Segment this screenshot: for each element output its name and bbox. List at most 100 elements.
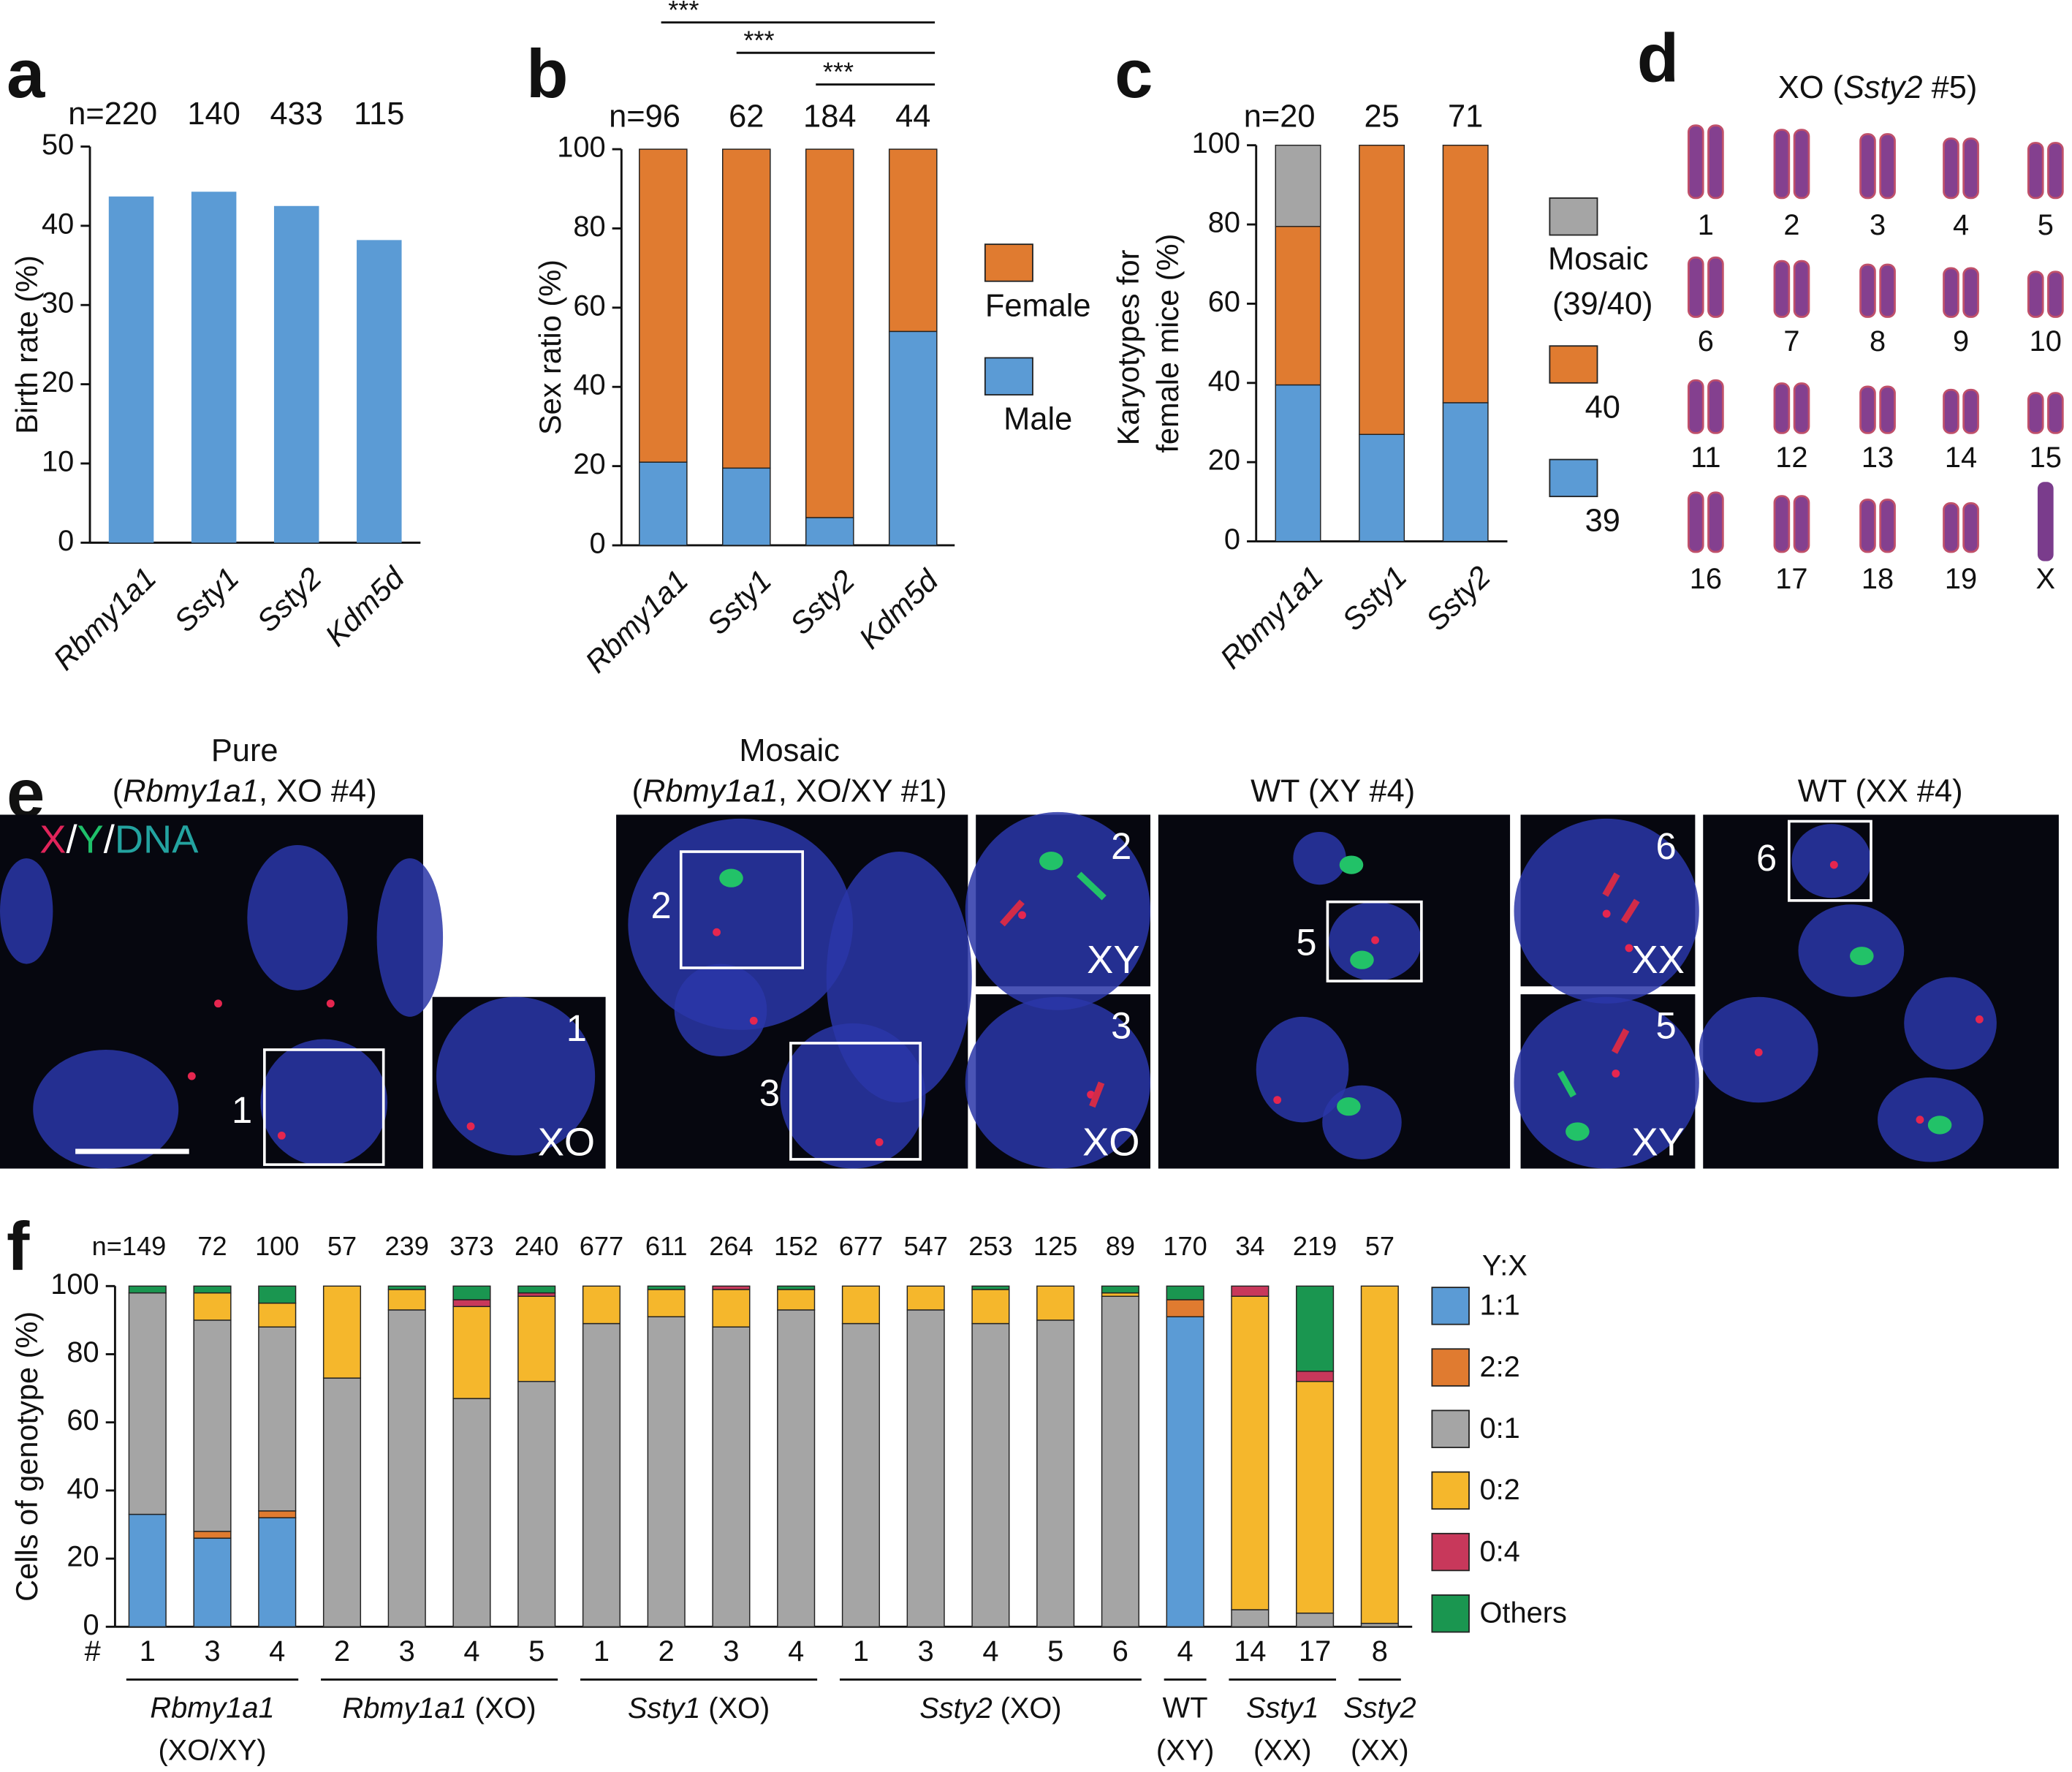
- chromosome-label: 18: [1862, 563, 1894, 595]
- group-gene: Ssty1: [1246, 1692, 1319, 1724]
- box-number: 1: [232, 1089, 252, 1131]
- image-subtitle-part: WT (XX #4): [1798, 774, 1963, 809]
- bar-segment: [258, 1302, 297, 1328]
- bar-segment: [1231, 1285, 1270, 1297]
- group-gene: Ssty2: [919, 1692, 993, 1724]
- arrow: [1612, 1028, 1630, 1054]
- bar-segment: [777, 1289, 816, 1311]
- nucleus: [780, 1023, 926, 1169]
- x-tick-label: 4: [1177, 1635, 1194, 1667]
- legend-label: 2:2: [1479, 1351, 1519, 1383]
- legend-label: Female: [985, 288, 1091, 323]
- y-axis-label: Sex ratio (%): [533, 260, 567, 435]
- nucleus: [33, 1049, 179, 1169]
- chromosome: [1962, 267, 1979, 318]
- x-signal: [187, 1072, 196, 1080]
- group-gene: Rbmy1a1: [343, 1692, 467, 1724]
- n-value: 677: [839, 1230, 883, 1260]
- y-tick-label: 40: [42, 208, 74, 240]
- nucleus: [1514, 996, 1699, 1169]
- inset-number: 5: [1655, 1004, 1676, 1046]
- legend-swatch: [1431, 1287, 1470, 1325]
- y-signal: [719, 868, 743, 887]
- y-tick-label: 0: [58, 525, 74, 557]
- bar-segment: [1166, 1285, 1204, 1300]
- group-genotype: (XX): [1253, 1734, 1312, 1766]
- chromosome: [1962, 137, 1979, 200]
- channel-legend: X/Y/DNA: [39, 818, 199, 862]
- bar-segment: [721, 148, 771, 469]
- legend-label: 0:1: [1479, 1412, 1519, 1445]
- y-signal: [1350, 950, 1374, 969]
- inset-box: [263, 1048, 385, 1166]
- y-tick-label: 50: [42, 129, 74, 161]
- y-tick-label: 0: [589, 528, 605, 560]
- y-tick-label: 80: [1208, 207, 1240, 239]
- n-label: n=96: [609, 99, 680, 135]
- n-value: 89: [1106, 1230, 1135, 1260]
- bar-segment: [193, 1537, 232, 1628]
- n-label: 57: [1365, 1230, 1394, 1260]
- x-tick-label: 2: [659, 1635, 675, 1667]
- n-prefix: n=: [92, 1230, 122, 1260]
- x-tick-label: Kdm5d: [852, 562, 946, 656]
- y-signal: [1927, 1116, 1952, 1135]
- n-label: 71: [1448, 99, 1483, 135]
- bar-segment: [258, 1510, 297, 1518]
- n-label: 547: [903, 1230, 947, 1260]
- inset-box: [1788, 819, 1872, 902]
- inset-genotype: XY: [1087, 938, 1139, 982]
- bar-segment: [128, 1513, 167, 1628]
- chromosome: [2047, 392, 2064, 434]
- chromosome: [1687, 491, 1704, 553]
- arrow: [1602, 872, 1620, 897]
- panel-letter: d: [1637, 20, 1679, 96]
- legend-label: 0:4: [1479, 1535, 1519, 1567]
- bar-segment: [971, 1322, 1010, 1628]
- group-gene: Rbmy1a1: [150, 1692, 274, 1724]
- nucleus: [1256, 1016, 1349, 1123]
- panel-letter: f: [7, 1208, 30, 1284]
- x-tick-label: 1: [853, 1635, 869, 1667]
- legend-swatch: [1431, 1409, 1470, 1448]
- nucleus: [1798, 904, 1905, 997]
- bar-segment: [517, 1381, 556, 1628]
- x-tick-label: 3: [723, 1635, 739, 1667]
- x-tick-label: Ssty1: [700, 563, 778, 641]
- bar-segment: [1166, 1316, 1204, 1628]
- n-value: 72: [197, 1230, 227, 1260]
- bar-segment: [647, 1289, 686, 1317]
- n-value: 71: [1448, 99, 1483, 135]
- box-number: 3: [759, 1072, 780, 1114]
- image-subtitle: (Rbmy1a1, XO/XY #1): [632, 774, 947, 809]
- n-value: 547: [903, 1230, 947, 1260]
- nucleus: [965, 996, 1150, 1169]
- chromosome: [1793, 495, 1810, 553]
- inset-genotype: XO: [1082, 1120, 1139, 1164]
- bar-segment: [1296, 1371, 1335, 1382]
- y-axis-label: Birth rate (%): [10, 255, 44, 434]
- bar-segment: [639, 461, 688, 546]
- bar-segment: [258, 1517, 297, 1628]
- chromosome: [1773, 495, 1791, 553]
- n-value: 264: [709, 1230, 753, 1260]
- group-label: Rbmy1a1 (XO): [343, 1692, 536, 1724]
- bar-segment: [1101, 1285, 1139, 1294]
- chromosome: [2027, 142, 2044, 200]
- n-value: 240: [515, 1230, 558, 1260]
- x-tick-label: Ssty1: [1335, 559, 1413, 637]
- bar-segment: [517, 1285, 556, 1294]
- x-signal: [214, 999, 222, 1008]
- arrow: [1077, 871, 1107, 901]
- chromosome: [1707, 124, 1724, 200]
- channel-separator: /: [104, 818, 115, 862]
- x-tick-label: 1: [593, 1635, 610, 1667]
- n-value: 170: [1163, 1230, 1207, 1260]
- panel-letter: b: [526, 35, 568, 112]
- bar: [273, 205, 319, 543]
- bar-segment: [639, 148, 688, 463]
- n-label: 373: [449, 1230, 493, 1260]
- nucleus: [1904, 977, 1997, 1070]
- bar-segment: [1296, 1612, 1335, 1628]
- x-tick-label: 14: [1234, 1635, 1266, 1667]
